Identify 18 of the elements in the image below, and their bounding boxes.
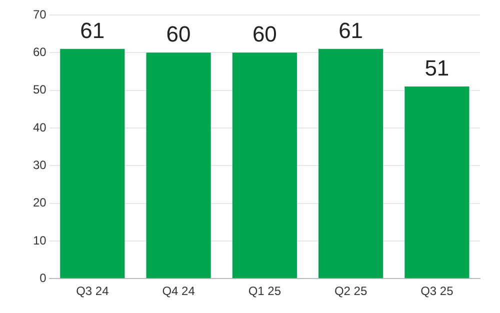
x-tick-label: Q2 25: [334, 284, 368, 298]
data-label: 61: [338, 18, 364, 43]
data-label: 60: [166, 22, 191, 47]
x-tick-label: Q3 24: [76, 284, 110, 298]
x-tick-label: Q3 25: [420, 284, 454, 298]
y-tick-label: 40: [32, 120, 47, 134]
y-tick-label: 50: [32, 82, 47, 97]
x-tick-label: Q1 25: [248, 284, 282, 298]
y-tick-label: 10: [32, 233, 47, 248]
data-label: 61: [80, 18, 105, 43]
y-tick-label: 30: [32, 158, 47, 172]
y-tick-label: 60: [32, 44, 47, 59]
y-tick-label: 0: [40, 270, 47, 285]
data-label: 51: [424, 56, 450, 81]
data-label: 60: [252, 22, 277, 47]
y-tick-label: 20: [32, 196, 47, 210]
x-tick-label: Q4 24: [162, 284, 196, 298]
y-tick-label: 70: [32, 7, 47, 22]
